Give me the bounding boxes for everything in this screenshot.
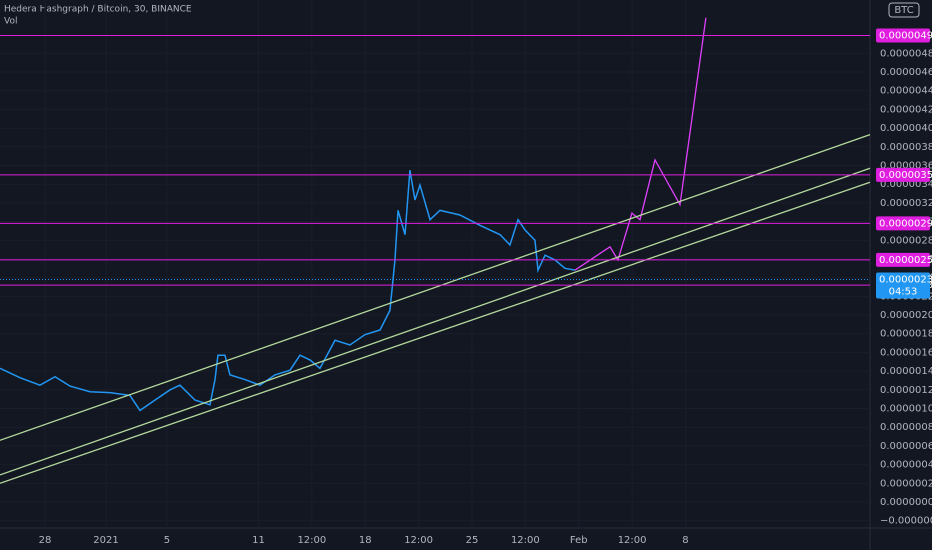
level-tag	[876, 28, 930, 43]
x-tick-label: 8	[682, 535, 688, 546]
x-tick-label: 12:00	[297, 535, 326, 546]
price-line	[0, 181, 871, 484]
y-tick-label: 0.00000480	[880, 48, 932, 59]
volume-label: Vol	[4, 17, 17, 27]
level-label: 0.00000298	[879, 218, 932, 229]
x-tick-label: 11	[252, 535, 265, 546]
x-tick-label: Feb	[570, 535, 588, 546]
price-line	[0, 170, 576, 412]
currency-label: BTC	[894, 5, 913, 16]
currency-badge	[888, 2, 920, 18]
price-line	[0, 134, 871, 441]
x-tick-label: 12:00	[511, 535, 540, 546]
x-tick-label: 12:00	[404, 535, 433, 546]
x-tick-label: 25	[466, 535, 479, 546]
level-tag	[876, 216, 930, 231]
x-tick-label: 12:00	[618, 535, 647, 546]
last-price-tag	[876, 272, 930, 299]
countdown-label: 04:53	[889, 287, 918, 298]
x-tick-label: 28	[39, 535, 52, 546]
x-tick-label: 5	[164, 535, 170, 546]
level-tag	[876, 252, 930, 267]
chart-title: Hedera Hashgraph / Bitcoin, 30, BINANCE	[4, 5, 192, 15]
x-tick-label: 18	[359, 535, 372, 546]
level-label: 0.00000259	[879, 255, 932, 266]
last-price-label: 0.00000238	[879, 275, 932, 286]
x-tick-label: 2021	[93, 535, 118, 546]
price-line	[0, 167, 871, 476]
level-label: 0.00000499	[879, 31, 932, 42]
level-tag	[876, 167, 930, 182]
